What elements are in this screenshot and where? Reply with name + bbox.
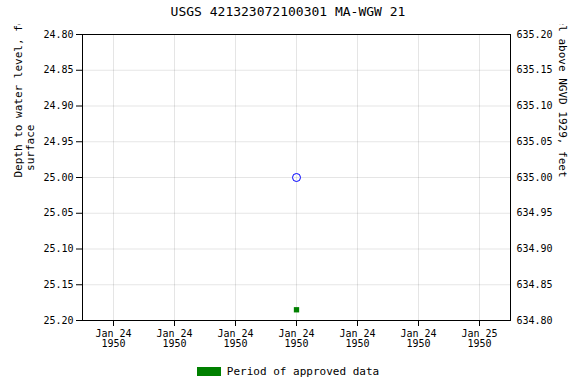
svg-text:Depth to water level, feet bel: Depth to water level, feet below land su… [12, 24, 37, 178]
svg-text:635.05: 635.05 [517, 136, 553, 147]
html-text:Period of approved data: Period of approved data [226, 364, 380, 378]
svg-text:Jan 241950: Jan 241950 [339, 328, 375, 349]
svg-text:24.80: 24.80 [43, 29, 73, 40]
svg-text:24.85: 24.85 [43, 64, 73, 75]
svg-text:634.95: 634.95 [517, 207, 553, 218]
svg-text:Groundwater level above NGVD 1: Groundwater level above NGVD 1929, feet [556, 24, 569, 178]
svg-text:635.00: 635.00 [517, 172, 553, 183]
svg-text:634.80: 634.80 [517, 315, 553, 326]
svg-text:Jan 241950: Jan 241950 [156, 328, 192, 349]
svg-text:Jan 241950: Jan 241950 [278, 328, 314, 349]
svg-text:634.90: 634.90 [517, 243, 553, 254]
svg-text:Jan 241950: Jan 241950 [400, 328, 436, 349]
svg-text:25.10: 25.10 [43, 243, 73, 254]
svg-text:24.90: 24.90 [43, 100, 73, 111]
svg-text:25.05: 25.05 [43, 207, 73, 218]
svg-text:634.85: 634.85 [517, 279, 553, 290]
svg-text:Jan 241950: Jan 241950 [95, 328, 131, 349]
svg-text:25.00: 25.00 [43, 172, 73, 183]
svg-text:Jan 241950: Jan 241950 [217, 328, 253, 349]
svg-text:635.15: 635.15 [517, 64, 553, 75]
svg-text:Jan 251950: Jan 251950 [461, 328, 497, 349]
svg-text:25.15: 25.15 [43, 279, 73, 290]
svg-text:25.20: 25.20 [43, 315, 73, 326]
html-text:USGS 421323072100301 MA-WGW 21: USGS 421323072100301 MA-WGW 21 [170, 4, 406, 19]
svg-text:24.95: 24.95 [43, 136, 73, 147]
svg-text:635.10: 635.10 [517, 100, 553, 111]
svg-text:635.20: 635.20 [517, 29, 553, 40]
